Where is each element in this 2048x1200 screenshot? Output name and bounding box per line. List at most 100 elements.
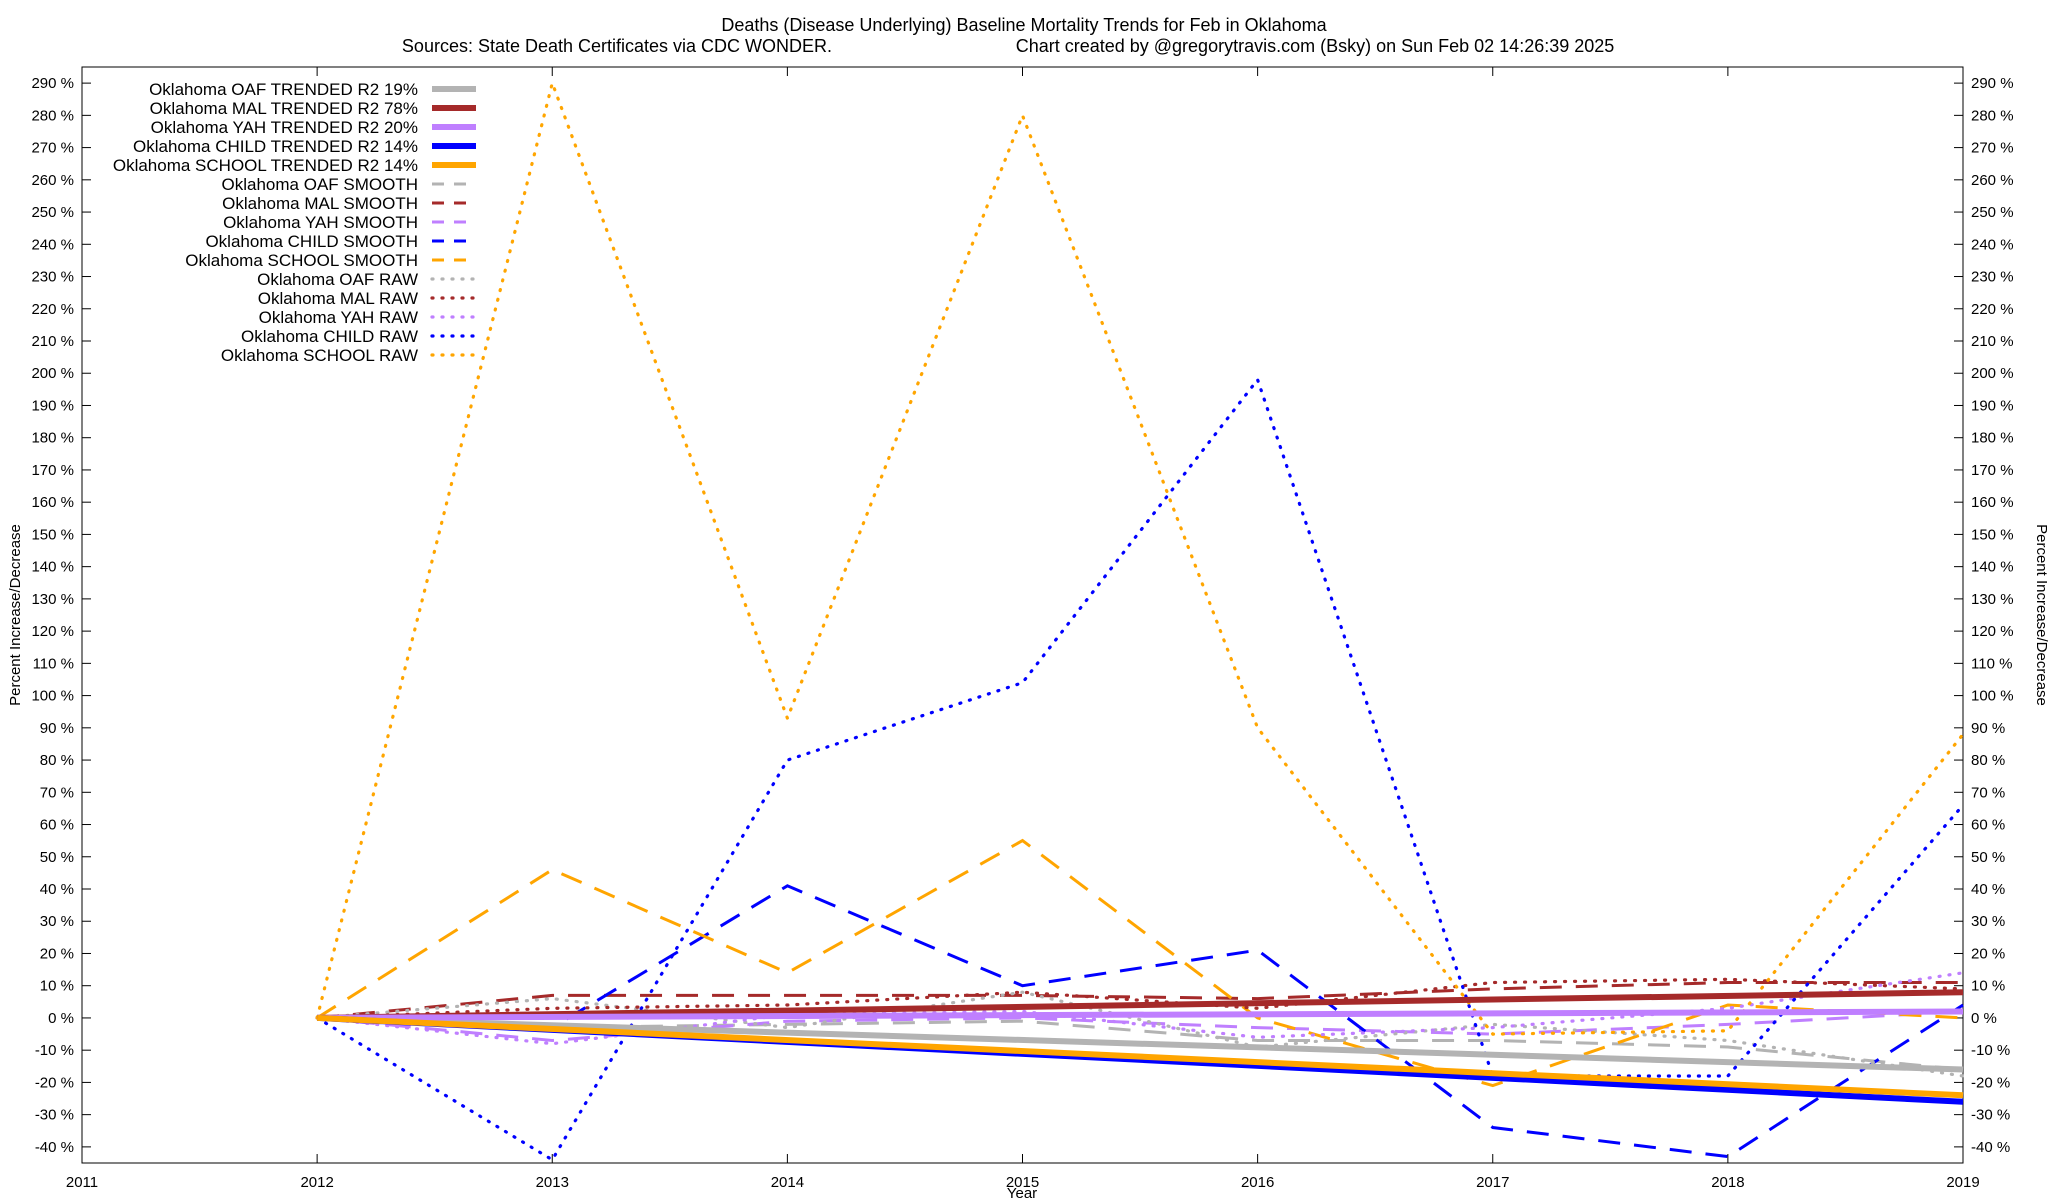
y-tick-label-left: 40 % [40,881,74,898]
y-tick-label-right: 130 % [1971,591,2014,608]
y-tick-label-right: -20 % [1971,1074,2010,1091]
y-tick-label-right: 280 % [1971,107,2014,124]
y-tick-label-right: 220 % [1971,301,2014,318]
y-tick-label-left: 120 % [31,623,74,640]
y-tick-label-right: 20 % [1971,945,2005,962]
x-tick-label: 2016 [1241,1174,1274,1191]
series-line-smooth-6 [316,981,1963,1020]
y-tick-label-left: 210 % [31,333,74,350]
y-tick-label-left: 10 % [40,978,74,995]
x-tick-label: 2015 [1006,1174,1039,1191]
y-tick-label-left: -20 % [35,1074,74,1091]
x-tick-label: 2014 [771,1174,804,1191]
y-tick-label-left: 250 % [31,204,74,221]
y-tick-label-left: 30 % [40,913,74,930]
chart-subtitle-credit: Chart created by @gregorytravis.com (Bsk… [1016,36,1615,56]
y-tick-label-left: 160 % [31,494,74,511]
y-tick-label-left: 130 % [31,591,74,608]
y-tick-label-right: 260 % [1971,172,2014,189]
legend-label: Oklahoma OAF RAW [257,270,418,289]
series-line-raw-14 [315,77,1965,1036]
series-line-raw-10 [315,990,1965,1078]
x-tick-label: 2012 [300,1174,333,1191]
y-tick-label-right: 200 % [1971,365,2014,382]
y-tick-label-right: 120 % [1971,623,2014,640]
x-axis-label: Year [1007,1185,1037,1200]
series-line-trended-2 [317,1008,1964,1021]
x-tick-label: 2013 [536,1174,569,1191]
y-tick-label-right: 100 % [1971,688,2014,705]
y-tick-label-left: 140 % [31,559,74,576]
y-tick-label-left: 270 % [31,140,74,157]
x-tick-label: 2017 [1476,1174,1509,1191]
y-tick-label-right: 210 % [1971,333,2014,350]
y-tick-label-left: 240 % [31,236,74,253]
y-tick-label-left: 100 % [31,688,74,705]
x-tick-label: 2018 [1711,1174,1744,1191]
y-tick-label-left: -30 % [35,1107,74,1124]
y-tick-label-right: 80 % [1971,752,2005,769]
y-tick-label-left: -10 % [35,1042,74,1059]
y-tick-label-left: 190 % [31,397,74,414]
y-tick-label-right: 240 % [1971,236,2014,253]
y-tick-label-right: 270 % [1971,140,2014,157]
y-tick-label-left: 150 % [31,526,74,543]
y-tick-label-right: 140 % [1971,559,2014,576]
y-tick-label-right: 110 % [1971,655,2012,672]
x-tick-label: 2019 [1946,1174,1979,1191]
legend-label: Oklahoma CHILD SMOOTH [205,232,418,251]
y-tick-label-right: -10 % [1971,1042,2010,1059]
y-tick-label-right: 30 % [1971,913,2005,930]
y-tick-label-left: 220 % [31,301,74,318]
y-tick-label-left: 200 % [31,365,74,382]
series-line-raw-13 [315,376,1965,1163]
legend-label: Oklahoma YAH RAW [259,308,418,327]
y-tick-label-left: 170 % [31,462,74,479]
chart-subtitle-source: Sources: State Death Certificates via CD… [402,36,832,56]
legend-label: Oklahoma SCHOOL RAW [221,346,418,365]
y-tick-label-right: -30 % [1971,1107,2010,1124]
y-axis-label-left: Percent Increase/Decrease [7,524,24,706]
y-tick-label-right: 250 % [1971,204,2014,221]
y-tick-label-right: 10 % [1971,978,2005,995]
y-tick-label-right: 40 % [1971,881,2005,898]
series-line-smooth-9 [316,838,1964,1088]
series-line-trended-4 [316,1014,1964,1099]
legend-label: Oklahoma OAF TRENDED R2 19% [149,80,418,99]
y-tick-label-left: 60 % [40,817,74,834]
y-tick-label-left: 180 % [31,430,74,447]
y-tick-label-right: 70 % [1971,784,2005,801]
series-line-smooth-7 [316,1010,1964,1043]
chart-title: Deaths (Disease Underlying) Baseline Mor… [721,15,1327,35]
series-line-smooth-5 [317,1016,1964,1071]
y-tick-label-right: 0 % [1971,1010,1997,1027]
y-tick-label-right: 50 % [1971,849,2005,866]
legend-label: Oklahoma CHILD TRENDED R2 14% [133,137,418,156]
y-tick-label-left: 70 % [40,784,74,801]
y-tick-label-right: 180 % [1971,430,2014,447]
series-line-trended-1 [317,989,1964,1021]
y-tick-label-left: 230 % [31,269,74,286]
legend-label: Oklahoma CHILD RAW [241,327,418,346]
legend-label: Oklahoma MAL SMOOTH [222,194,418,213]
y-tick-label-left: 260 % [31,172,74,189]
y-tick-label-left: 20 % [40,945,74,962]
y-tick-label-left: 290 % [31,75,74,92]
y-tick-label-left: 280 % [31,107,74,124]
legend-label: Oklahoma YAH SMOOTH [223,213,418,232]
y-tick-label-left: -40 % [35,1139,74,1156]
y-tick-label-right: 60 % [1971,817,2005,834]
y-tick-label-right: 190 % [1971,397,2014,414]
y-tick-label-right: -40 % [1971,1139,2010,1156]
y-tick-label-left: 0 % [48,1010,74,1027]
y-tick-label-left: 50 % [40,849,74,866]
legend-label: Oklahoma MAL TRENDED R2 78% [150,99,418,118]
legend-label: Oklahoma SCHOOL TRENDED R2 14% [113,156,418,175]
legend-label: Oklahoma YAH TRENDED R2 20% [151,118,418,137]
y-tick-label-right: 290 % [1971,75,2014,92]
x-tick-label: 2011 [66,1174,98,1191]
y-axis-label-right: Percent Increase/Decrease [2033,524,2048,706]
legend-label: Oklahoma MAL RAW [258,289,418,308]
y-tick-label-right: 170 % [1971,462,2014,479]
